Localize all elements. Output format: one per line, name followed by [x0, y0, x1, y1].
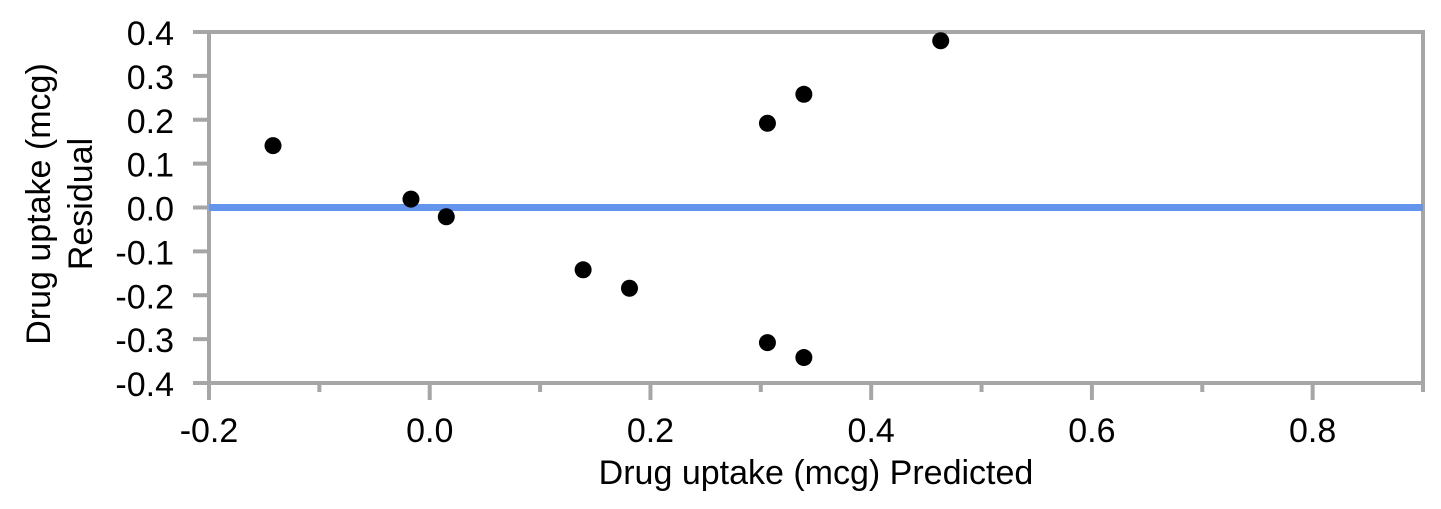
- y-axis-title-line1: Drug uptake (mcg): [20, 63, 58, 345]
- y-axis-tick-label: -0.3: [115, 322, 174, 360]
- data-point: [758, 334, 776, 352]
- data-point: [574, 261, 592, 279]
- y-axis-tick-label: 0.2: [127, 103, 174, 141]
- y-axis-tick-label: 0.1: [127, 147, 174, 185]
- data-point: [264, 137, 282, 155]
- data-point: [402, 190, 420, 208]
- y-axis-tick-label: -0.2: [115, 278, 174, 316]
- data-point: [795, 349, 813, 367]
- x-axis-tick-label: -0.2: [180, 412, 239, 450]
- data-point: [758, 114, 776, 132]
- data-point: [437, 208, 455, 226]
- x-axis-tick-label: 0.4: [848, 412, 895, 450]
- x-axis-title: Drug uptake (mcg) Predicted: [599, 454, 1034, 492]
- data-point: [620, 279, 638, 297]
- plot-layers: 0.40.30.20.10.0-0.1-0.2-0.3-0.4-0.2 0.0 0.…: [115, 15, 1425, 450]
- x-axis-tick-label: 0.2: [627, 412, 674, 450]
- x-axis-tick-label: 0.0: [406, 412, 453, 450]
- y-axis-tick-label: -0.1: [115, 234, 174, 272]
- data-point: [795, 85, 813, 103]
- x-axis-tick-label: 0.8: [1289, 412, 1336, 450]
- y-axis-tick-label: 0.3: [127, 59, 174, 97]
- y-axis-title-line2: Residual: [62, 138, 100, 270]
- y-axis-tick-label: 0.4: [127, 15, 174, 53]
- y-axis-tick-label: -0.4: [115, 366, 174, 404]
- y-axis-tick-label: 0.0: [127, 191, 174, 229]
- x-axis-tick-label: 0.6: [1068, 412, 1115, 450]
- data-point: [932, 32, 950, 50]
